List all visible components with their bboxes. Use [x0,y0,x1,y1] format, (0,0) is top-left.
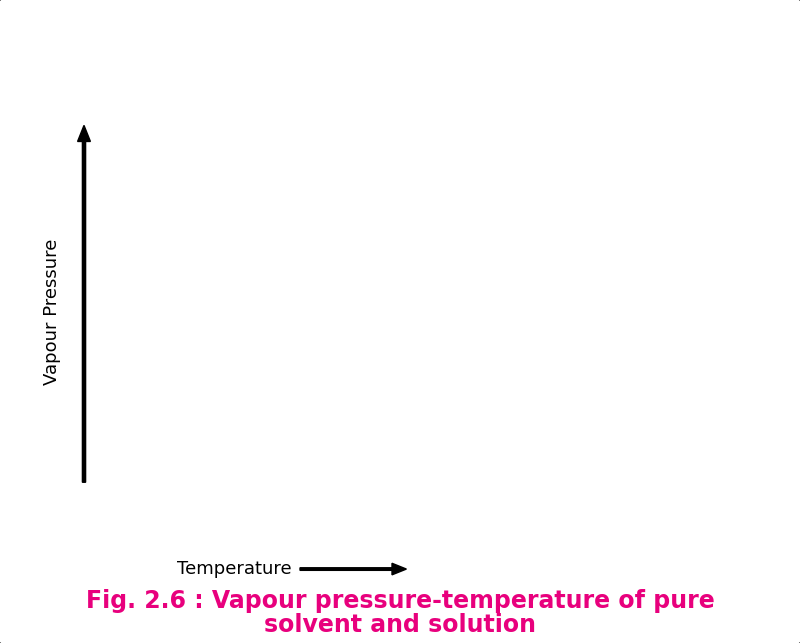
Text: Fig. 2.6 : Vapour pressure-temperature of pure: Fig. 2.6 : Vapour pressure-temperature o… [86,589,714,613]
Text: 760 mm: 760 mm [74,215,148,233]
Text: $T_b$: $T_b$ [654,561,674,581]
Text: A: A [506,185,522,204]
Text: $T_b^0$: $T_b^0$ [515,561,536,586]
Text: Temperature: Temperature [178,560,292,578]
Text: D: D [218,445,234,466]
Text: C: C [678,206,694,226]
Text: Vapour Pressure: Vapour Pressure [43,239,61,385]
Text: Solution: Solution [354,363,433,383]
Text: solvent and solution: solvent and solution [264,613,536,637]
Text: Solvent: Solvent [293,272,366,291]
Text: B: B [218,340,234,360]
